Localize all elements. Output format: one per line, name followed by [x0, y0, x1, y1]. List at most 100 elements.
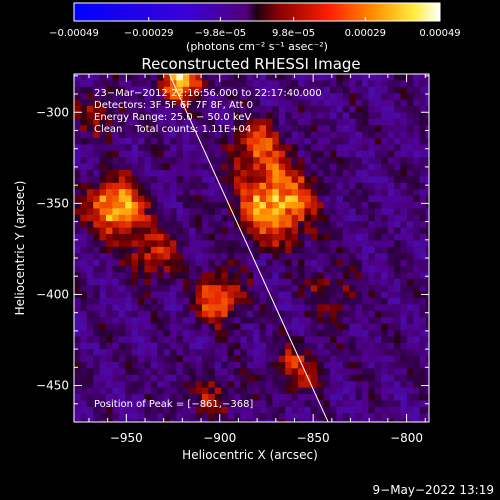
heatmap-pixel-1625 [80, 259, 88, 267]
heatmap-pixel-1953 [387, 291, 395, 299]
heatmap-pixel-1410 [138, 234, 145, 241]
heatmap-pixel-2667 [298, 374, 305, 382]
heatmap-pixel-220 [406, 93, 414, 100]
heatmap-pixel-694 [214, 150, 222, 158]
heatmap-pixel-961 [131, 182, 139, 190]
heatmap-pixel-2029 [157, 304, 164, 312]
heatmap-pixel-15 [170, 74, 177, 81]
heatmap-pixel-1147 [246, 202, 254, 209]
heatmap-pixel-2212 [253, 323, 260, 331]
heatmap-pixel-3028 [99, 419, 107, 422]
heatmap-pixel-472 [227, 125, 235, 132]
heatmap-pixel-1834 [342, 278, 350, 286]
heatmap-pixel-2236 [406, 323, 414, 331]
heatmap-pixel-2403 [400, 342, 408, 350]
heatmap-pixel-2510 [368, 355, 376, 363]
heatmap-pixel-1793 [80, 278, 88, 286]
heatmap-pixel-758 [266, 157, 273, 164]
heatmap-pixel-771 [349, 157, 356, 164]
heatmap-pixel-164 [406, 86, 414, 94]
heatmap-pixel-515 [144, 131, 152, 139]
heatmap-pixel-2855 [426, 394, 429, 401]
heatmap-pixel-14 [163, 74, 171, 81]
heatmap-pixel-2389 [310, 342, 318, 350]
heatmap-pixel-2007 [374, 298, 382, 305]
heatmap-pixel-2072 [74, 310, 81, 318]
heatmap-pixel-772 [355, 157, 363, 164]
heatmap-pixel-1887 [323, 285, 331, 292]
heatmap-pixel-2979 [144, 413, 152, 420]
heatmap-pixel-2109 [310, 310, 318, 318]
heatmap-pixel-1751 [170, 272, 177, 280]
heatmap-pixel-2693 [106, 381, 113, 388]
heatmap-pixel-2159 [272, 317, 280, 324]
heatmap-pixel-1634 [138, 259, 145, 267]
heatmap-pixel-206 [317, 93, 324, 100]
heatmap-pixel-590 [266, 138, 273, 145]
heatmap-pixel-1387 [349, 227, 356, 235]
heatmap-pixel-92 [304, 80, 312, 88]
heatmap-pixel-1602 [291, 253, 299, 260]
heatmap-pixel-270 [368, 99, 376, 107]
heatmap-pixel-2440 [278, 349, 286, 356]
heatmap-pixel-2504 [330, 355, 337, 363]
heatmap-pixel-1065 [80, 195, 88, 203]
heatmap-pixel-1858 [138, 285, 145, 292]
heatmap-pixel-1607 [323, 253, 331, 260]
heatmap-pixel-763 [298, 157, 305, 164]
heatmap-pixel-516 [150, 131, 158, 139]
heatmap-pixel-852 [150, 170, 158, 177]
heatmap-pixel-288 [125, 106, 132, 113]
heatmap-pixel-2211 [246, 323, 254, 331]
heatmap-pixel-1192 [176, 208, 184, 216]
heatmap-pixel-506 [86, 131, 94, 139]
heatmap-pixel-2423 [170, 349, 177, 356]
heatmap-pixel-612 [406, 138, 414, 145]
heatmap-pixel-2321 [234, 336, 241, 344]
heatmap-pixel-1134 [163, 202, 171, 209]
heatmap-pixel-1603 [298, 253, 305, 260]
heatmap-pixel-1470 [163, 240, 171, 248]
heatmap-pixel-1128 [125, 202, 132, 209]
heatmap-pixel-117 [106, 86, 113, 94]
heatmap-pixel-1313 [234, 221, 241, 228]
heatmap-pixel-307 [246, 106, 254, 113]
heatmap-pixel-2451 [349, 349, 356, 356]
heatmap-pixel-1468 [150, 240, 158, 248]
heatmap-pixel-212 [355, 93, 363, 100]
heatmap-pixel-2402 [394, 342, 401, 350]
heatmap-pixel-1029 [208, 189, 216, 196]
heatmap-pixel-1304 [176, 221, 184, 228]
x-tick-label-3: −800 [390, 431, 423, 445]
heatmap-pixel-159 [374, 86, 382, 94]
heatmap-pixel-1272 [330, 214, 337, 222]
heatmap-pixel-2966 [419, 406, 427, 414]
heatmap-pixel-1588 [202, 253, 209, 260]
heatmap-pixel-591 [272, 138, 280, 145]
heatmap-pixel-2055 [323, 304, 331, 312]
heatmap-pixel-2492 [253, 355, 260, 363]
heatmap-pixel-2958 [368, 406, 376, 414]
heatmap-pixel-997 [362, 182, 369, 190]
heatmap-pixel-1363 [195, 227, 203, 235]
heatmap-pixel-378 [342, 112, 350, 120]
heatmap-pixel-1278 [368, 214, 376, 222]
heatmap-pixel-1669 [362, 259, 369, 267]
heatmap-pixel-1894 [368, 285, 376, 292]
heatmap-pixel-2157 [259, 317, 267, 324]
heatmap-pixel-964 [150, 182, 158, 190]
heatmap-pixel-294 [163, 106, 171, 113]
heatmap-pixel-1691 [144, 266, 152, 273]
heatmap-pixel-1362 [189, 227, 196, 235]
heatmap-pixel-2952 [330, 406, 337, 414]
heatmap-pixel-1576 [125, 253, 132, 260]
heatmap-pixel-1428 [253, 234, 260, 241]
heatmap-pixel-711 [323, 150, 331, 158]
heatmap-pixel-673 [80, 150, 88, 158]
heatmap-pixel-2873 [182, 400, 190, 408]
heatmap-pixel-1871 [221, 285, 228, 292]
heatmap-pixel-3003 [298, 413, 305, 420]
heatmap-pixel-991 [323, 182, 331, 190]
heatmap-pixel-2704 [176, 381, 184, 388]
heatmap-pixel-2534 [163, 362, 171, 369]
